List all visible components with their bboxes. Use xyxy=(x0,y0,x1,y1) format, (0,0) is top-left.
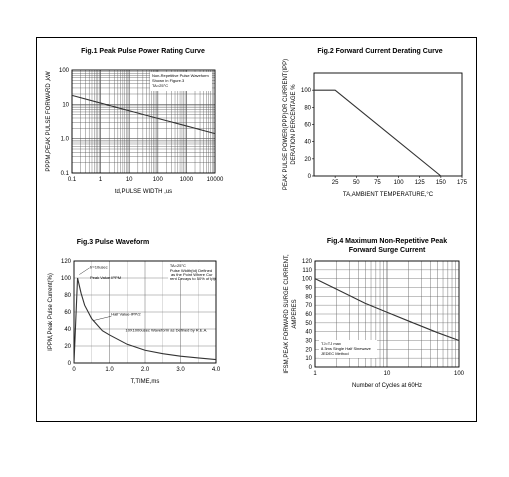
fig4-x-tick-label: 100 xyxy=(454,371,465,377)
fig3-y-tick-label: 120 xyxy=(61,259,72,265)
fig3-annotation-ta: TA=25°C xyxy=(170,263,186,268)
figure-frame xyxy=(36,37,477,422)
fig4-x-tick-label: 10 xyxy=(384,371,391,377)
fig3-annotation-waveform: 10X1000usec Waveform as Defined by R.E.A… xyxy=(125,328,207,333)
fig3-y-tick-label: 80 xyxy=(64,293,71,299)
fig3-annotation-tr-leader xyxy=(79,267,90,275)
fig4-note: TJ=TJ max 8.3ms Single Half Sinewave JEDEC… xyxy=(321,341,372,356)
fig3-x-tick-label: 0 xyxy=(72,367,76,373)
fig4-y-axis-label: IFSM,PEAK FORWARD SURGE CURRENT, AMPERES xyxy=(284,254,298,374)
fig4-y-tick-label: 0 xyxy=(309,365,313,371)
fig4-y-tick-label: 40 xyxy=(305,330,312,336)
fig3-annotation-td: Pulse Width(td) Defined as the Point Whe… xyxy=(170,268,217,281)
fig4-y-tick-label: 110 xyxy=(302,268,312,274)
fig3-x-tick-label: 3.0 xyxy=(176,367,185,373)
fig1-y-axis-label: PPPM,PEAK PULSE FORWARD ,kW xyxy=(46,71,52,172)
fig3-y-tick-label: 100 xyxy=(61,276,72,282)
fig3-annotation-box xyxy=(168,262,213,279)
fig1-note-box xyxy=(150,72,212,91)
fig4-y-tick-label: 50 xyxy=(305,321,312,327)
fig2-y-tick-label: 60 xyxy=(304,123,311,129)
fig2-plot-area xyxy=(313,72,463,177)
fig3-series-line xyxy=(73,277,217,364)
fig4-y-tick-label: 120 xyxy=(302,259,313,265)
fig2-y-tick-label: 0 xyxy=(308,174,312,180)
fig4-series-line xyxy=(314,278,460,342)
fig4-y-tick-label: 10 xyxy=(305,356,312,362)
fig3-y-tick-label: 0 xyxy=(68,361,72,367)
fig2-y-tick-label: 100 xyxy=(301,88,312,94)
fig3-plot-area xyxy=(73,260,217,364)
fig2-x-tick-label: 25 xyxy=(332,180,339,186)
fig4-y-tick-label: 100 xyxy=(302,277,313,283)
fig2-x-tick-label: 50 xyxy=(353,180,360,186)
fig1-x-tick-label: 0.1 xyxy=(68,177,77,183)
fig3-title: Fig.3 Pulse Waveform xyxy=(77,239,149,246)
fig2-series-line xyxy=(314,89,442,177)
fig1-x-tick-label: 1 xyxy=(99,177,103,183)
fig2-x-axis-label: TA,AMBIENT TEMPERATURE,°C xyxy=(343,192,434,198)
fig3-y-tick-label: 60 xyxy=(64,310,71,316)
fig4-y-tick-label: 20 xyxy=(305,347,312,353)
fig3-annotation-half: Half Value-IPP/2 xyxy=(111,311,141,316)
fig3-x-tick-label: 4.0 xyxy=(212,367,221,373)
fig4-y-tick-label: 70 xyxy=(305,303,312,309)
fig3-annotation-tr: tr=10usec xyxy=(90,265,108,270)
fig2-x-tick-label: 75 xyxy=(374,180,381,186)
fig2-x-tick-label: 100 xyxy=(394,180,405,186)
fig3-annotation-peak: Peak Value IPPM xyxy=(90,275,121,280)
fig1-series-line xyxy=(71,94,216,135)
fig4-y-tick-label: 60 xyxy=(305,312,312,318)
fig3-annotation-half-leader xyxy=(93,316,112,321)
fig1-note: Non-Repetitive Pulse Waveform Shown in Fi… xyxy=(152,73,209,88)
fig1-x-tick-label: 100 xyxy=(153,177,164,183)
fig2-y-tick-label: 80 xyxy=(304,105,311,111)
fig2-y-tick-label: 20 xyxy=(304,157,311,163)
fig1-plot-area xyxy=(71,69,216,174)
fig2-y-tick-label: 40 xyxy=(304,140,311,146)
fig1-y-tick-label: 100 xyxy=(59,68,70,74)
fig3-y-axis-label: IPPM,Peak Pulse Current(%) xyxy=(48,273,54,351)
fig2-x-tick-label: 125 xyxy=(415,180,426,186)
fig1-x-tick-label: 10000 xyxy=(207,177,224,183)
fig3-x-tick-label: 1.0 xyxy=(105,367,114,373)
fig1-y-tick-label: 10 xyxy=(62,102,69,108)
fig4-y-tick-label: 30 xyxy=(305,339,312,345)
fig1-title: Fig.1 Peak Pulse Power Rating Curve xyxy=(81,48,205,55)
fig3-y-tick-label: 20 xyxy=(64,344,71,350)
fig2-y-axis-label: PEAK PULSE POWER(PPP)OR CURRENT(IPP) DERA… xyxy=(283,59,297,190)
fig4-note-box xyxy=(319,340,377,358)
fig4-y-tick-label: 90 xyxy=(305,286,312,292)
fig2-title: Fig.2 Forward Current Derating Curve xyxy=(317,48,442,55)
fig3-x-axis-label: T,TIME,ms xyxy=(131,379,160,385)
fig3-y-tick-label: 40 xyxy=(64,327,71,333)
fig1-x-tick-label: 1000 xyxy=(180,177,194,183)
fig4-title: Fig.4 Maximum Non-Repetitive Peak Forward… xyxy=(327,238,447,254)
fig1-y-tick-label: 1.0 xyxy=(61,137,70,143)
fig2-x-tick-label: 150 xyxy=(436,180,447,186)
fig1-x-tick-label: 10 xyxy=(126,177,133,183)
fig3-x-tick-label: 2.0 xyxy=(141,367,150,373)
fig2-x-tick-label: 175 xyxy=(457,180,468,186)
fig1-x-axis-label: td,PULSE WIDTH ,us xyxy=(115,189,172,195)
fig1-y-tick-label: 0.1 xyxy=(61,171,70,177)
fig4-x-axis-label: Number of Cycles at 60Hz xyxy=(352,383,422,389)
fig4-y-tick-label: 80 xyxy=(305,294,312,300)
fig4-x-tick-label: 1 xyxy=(313,371,317,377)
fig4-plot-area xyxy=(314,260,460,368)
